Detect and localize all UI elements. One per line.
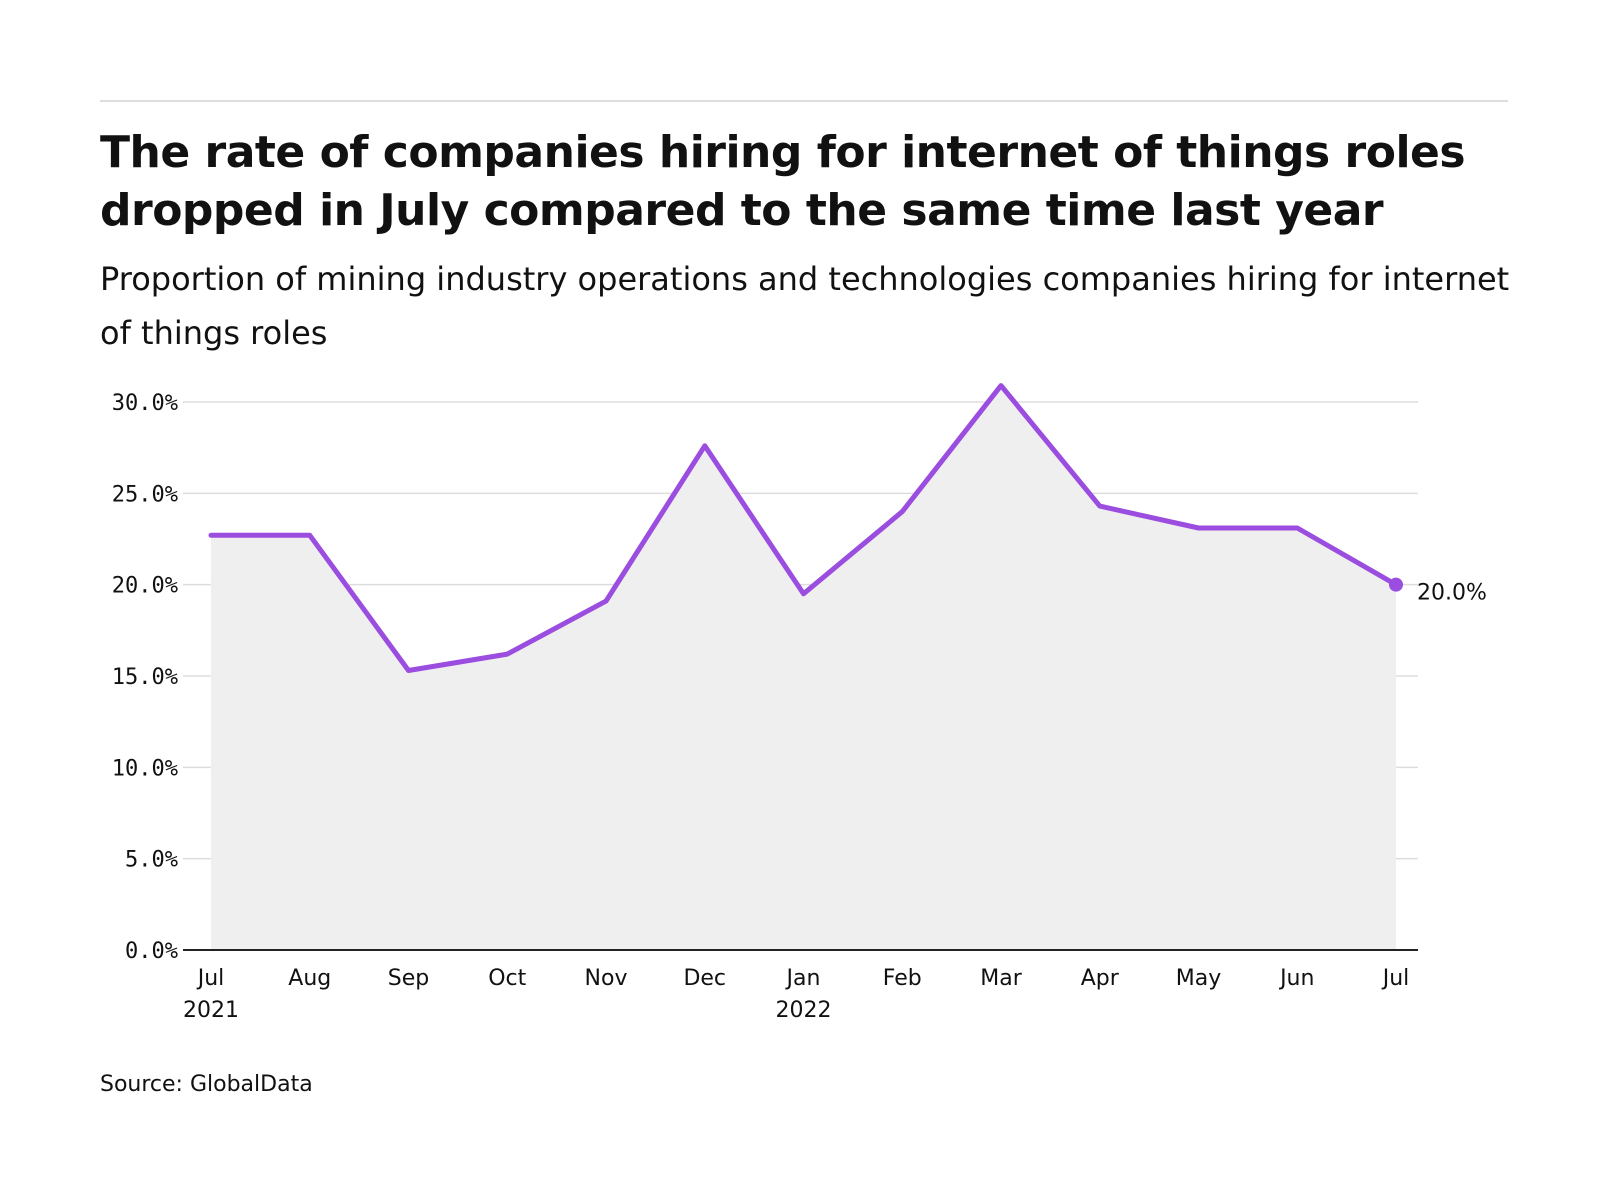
x-tick-label: Nov [585,966,628,991]
x-tick-label: Jul [1381,966,1410,991]
source-note: Source: GlobalData [100,1072,313,1097]
series-line [208,383,1399,673]
x-tick-label: Jul 2021 [183,966,239,1023]
x-tick-label: Aug [288,966,331,991]
y-tick-label: 15.0% [112,665,178,690]
y-tick-label: 20.0% [112,574,178,599]
x-tick-label: Sep [388,966,429,991]
area-fill [211,385,1396,951]
y-axis-ticks: 0.0% 5.0% 10.0% 15.0% 20.0% 25.0% 30.0% [112,391,178,964]
x-tick-label: Jan 2022 [776,966,832,1023]
end-markers: 20.0% [1389,577,1487,606]
line-chart: 0.0% 5.0% 10.0% 15.0% 20.0% 25.0% 30.0% Jul 202… [112,383,1487,1023]
y-tick-label: 5.0% [125,848,178,873]
x-tick-label: May [1176,966,1221,991]
x-tick-label: Oct [488,966,526,991]
last-value-label: 20.0% [1417,581,1487,606]
y-tick-label: 25.0% [112,482,178,507]
y-tick-label: 10.0% [112,756,178,781]
top-divider [100,100,1508,102]
x-axis-ticks: Jul 2021 Aug Sep Oct Nov Dec Jan 2022 Feb Mar Apr Ma… [183,966,1409,1023]
x-tick-label: Jun [1278,966,1314,991]
last-point-marker [1389,577,1403,592]
x-tick-label: Dec [683,966,726,991]
x-tick-label: Apr [1081,966,1120,991]
y-tick-label: 30.0% [112,391,178,416]
chart-title: The rate of companies hiring for interne… [100,127,1466,236]
x-tick-label: Mar [980,966,1022,991]
chart-subtitle: Proportion of mining industry operations… [100,260,1510,352]
y-tick-label: 0.0% [125,939,178,964]
x-tick-label: Feb [883,966,922,991]
